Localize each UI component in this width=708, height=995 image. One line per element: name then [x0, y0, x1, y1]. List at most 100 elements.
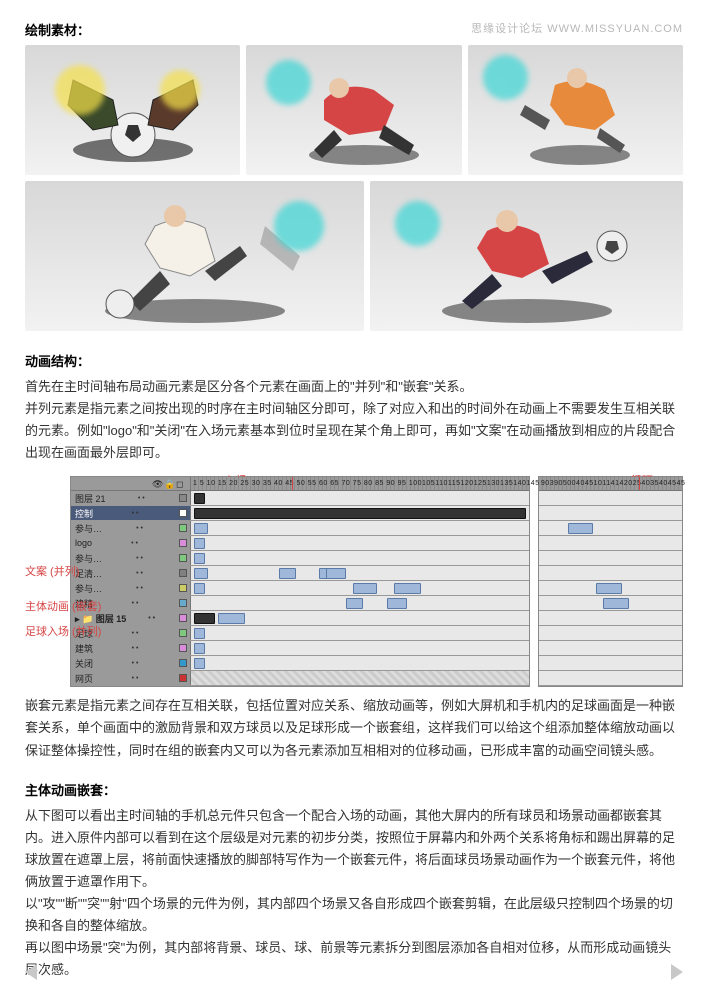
timeline-row[interactable]: 足清…• • — [71, 566, 529, 581]
timeline-track[interactable] — [191, 596, 529, 610]
timeline-track[interactable] — [191, 656, 529, 670]
layer-label[interactable]: 参与…• • — [71, 521, 191, 535]
clip[interactable] — [279, 568, 296, 579]
timeline-track[interactable] — [191, 521, 529, 535]
timeline-track[interactable] — [539, 506, 682, 520]
layer-label[interactable]: 网页• • — [71, 671, 191, 685]
timeline-row[interactable]: 建精• • — [71, 596, 529, 611]
clip[interactable] — [387, 598, 407, 609]
clip[interactable] — [194, 553, 204, 564]
layer-swatch — [179, 659, 187, 667]
layer-label[interactable]: logo• • — [71, 536, 191, 550]
timeline-row[interactable]: 网页• • — [71, 671, 529, 686]
clip[interactable] — [194, 538, 204, 549]
clip[interactable] — [394, 583, 421, 594]
layer-swatch — [179, 569, 187, 577]
timeline-track[interactable] — [191, 671, 529, 685]
timeline-track[interactable] — [191, 506, 529, 520]
clip[interactable] — [346, 598, 363, 609]
timeline-track[interactable] — [191, 581, 529, 595]
layer-label[interactable]: 关闭• • — [71, 656, 191, 670]
clip[interactable] — [326, 568, 346, 579]
timeline-track[interactable] — [191, 611, 529, 625]
timeline-row[interactable]: 建筑• • — [71, 641, 529, 656]
red-player2-svg — [407, 186, 647, 326]
clip[interactable] — [194, 628, 204, 639]
section2-p2: 并列元素是指元素之间按出现的时序在主时间轴区分即可，除了对应入和出的时间外在动画… — [25, 398, 683, 464]
timeline-track[interactable] — [539, 671, 682, 685]
layer-label[interactable]: 足清…• • — [71, 566, 191, 580]
timeline-track[interactable] — [191, 551, 529, 565]
timeline-track[interactable] — [539, 566, 682, 580]
timeline-track[interactable] — [539, 596, 682, 610]
outline-icon[interactable]: ◻ — [176, 479, 186, 489]
timeline-row[interactable] — [539, 581, 682, 596]
timeline-track[interactable] — [191, 491, 529, 505]
timeline-track[interactable] — [539, 656, 682, 670]
clip[interactable] — [194, 658, 204, 669]
timeline-row[interactable]: 参与…• • — [71, 551, 529, 566]
timeline-row[interactable] — [539, 596, 682, 611]
clip[interactable] — [194, 568, 208, 579]
prev-arrow-icon[interactable] — [25, 964, 37, 980]
timeline-row[interactable]: 参与…• • — [71, 521, 529, 536]
timeline-track[interactable] — [191, 536, 529, 550]
timeline-row[interactable] — [539, 536, 682, 551]
clip[interactable] — [568, 523, 594, 534]
clip[interactable] — [596, 583, 622, 594]
timeline-board-right[interactable]: 903905004045101141420254035404545 — [538, 476, 683, 687]
eye-icon[interactable]: 👁 — [152, 479, 162, 489]
illustration-row-1 — [25, 45, 683, 175]
layer-label[interactable]: 控制• • — [71, 506, 191, 520]
timeline-row[interactable] — [539, 491, 682, 506]
timeline-row[interactable] — [539, 626, 682, 641]
clip[interactable] — [194, 583, 204, 594]
clip[interactable] — [194, 523, 208, 534]
timeline-row[interactable]: 控制• • — [71, 506, 529, 521]
clip[interactable] — [194, 508, 525, 519]
timeline-track[interactable] — [191, 566, 529, 580]
timeline-row[interactable]: ▸ 📁 图层 15• • — [71, 611, 529, 626]
timeline-row[interactable] — [539, 551, 682, 566]
layer-label[interactable]: 参与…• • — [71, 581, 191, 595]
timeline-row[interactable] — [539, 671, 682, 686]
timeline-row[interactable] — [539, 566, 682, 581]
annot-zuqiu: 足球入场 (并列) — [25, 626, 101, 639]
timeline-row[interactable] — [539, 656, 682, 671]
next-arrow-icon[interactable] — [671, 964, 683, 980]
clip[interactable] — [353, 583, 377, 594]
illustration-row-2 — [25, 181, 683, 331]
clip[interactable] — [194, 613, 214, 624]
playhead[interactable] — [292, 477, 293, 490]
timeline-row[interactable] — [539, 521, 682, 536]
layer-swatch — [179, 629, 187, 637]
timeline-track[interactable] — [191, 626, 529, 640]
clip[interactable] — [218, 613, 245, 624]
clip[interactable] — [194, 643, 204, 654]
timeline-row[interactable]: logo• • — [71, 536, 529, 551]
timeline-track[interactable] — [539, 536, 682, 550]
layer-label[interactable]: 图层 21• • — [71, 491, 191, 505]
timeline-track[interactable] — [539, 521, 682, 535]
timeline-row[interactable] — [539, 641, 682, 656]
timeline-track[interactable] — [539, 581, 682, 595]
clip[interactable] — [194, 493, 204, 504]
timeline-track[interactable] — [539, 641, 682, 655]
timeline-track[interactable] — [539, 491, 682, 505]
timeline-row[interactable]: 参与…• • — [71, 581, 529, 596]
timeline-ruler[interactable]: 1 5 10 15 20 25 30 35 40 45 50 55 60 65 … — [191, 477, 529, 490]
lock-icon[interactable]: 🔒 — [164, 479, 174, 489]
layer-label[interactable]: 建筑• • — [71, 641, 191, 655]
timeline-track[interactable] — [191, 641, 529, 655]
layer-label[interactable]: 参与…• • — [71, 551, 191, 565]
timeline-board-left[interactable]: 👁 🔒 ◻ 1 5 10 15 20 25 30 35 40 45 50 55 … — [70, 476, 530, 687]
timeline-row[interactable] — [539, 506, 682, 521]
timeline-row[interactable]: 足球• • — [71, 626, 529, 641]
timeline-row[interactable] — [539, 611, 682, 626]
timeline-row[interactable]: 关闭• • — [71, 656, 529, 671]
timeline-row[interactable]: 图层 21• • — [71, 491, 529, 506]
timeline-track[interactable] — [539, 626, 682, 640]
timeline-track[interactable] — [539, 611, 682, 625]
clip[interactable] — [603, 598, 629, 609]
timeline-track[interactable] — [539, 551, 682, 565]
